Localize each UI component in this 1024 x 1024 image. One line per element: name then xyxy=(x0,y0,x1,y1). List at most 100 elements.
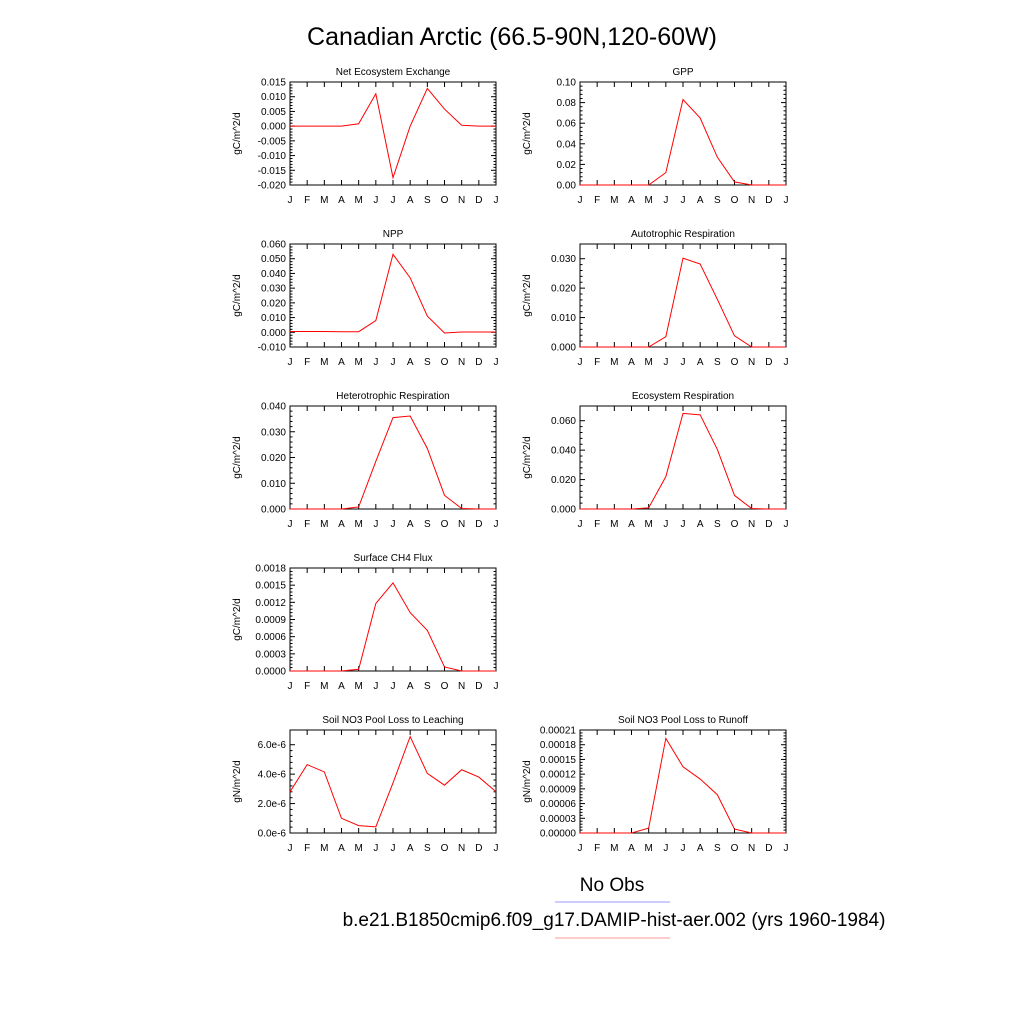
y-tick-label: 0.015 xyxy=(261,78,286,89)
data-point xyxy=(665,738,667,740)
panel-4: Autotrophic Respiration gC/m^2/d 0.000 0.01… xyxy=(522,229,789,368)
x-tick-label: D xyxy=(765,357,772,368)
x-tick-label: A xyxy=(338,195,345,206)
data-point xyxy=(768,184,770,186)
data-point xyxy=(392,582,394,584)
data-point xyxy=(751,184,753,186)
x-tick-label: F xyxy=(304,195,310,206)
x-tick-label: J xyxy=(578,843,583,854)
y-tick-label: 0.005 xyxy=(261,107,286,118)
x-tick-label: N xyxy=(458,357,465,368)
data-point xyxy=(734,181,736,183)
data-point xyxy=(461,331,463,333)
y-axis-label: gC/m^2/d xyxy=(522,112,533,155)
data-point xyxy=(614,346,616,348)
data-point xyxy=(478,331,480,333)
data-point xyxy=(375,603,377,605)
y-tick-label: 0.00 xyxy=(557,181,577,192)
x-tick-label: J xyxy=(578,519,583,530)
data-point xyxy=(768,508,770,510)
data-point xyxy=(614,184,616,186)
y-tick-label: 0.00012 xyxy=(540,770,577,781)
data-point xyxy=(495,125,497,127)
data-point xyxy=(751,832,753,834)
data-point xyxy=(341,817,343,819)
data-point xyxy=(306,508,308,510)
x-tick-label: D xyxy=(475,843,482,854)
x-tick-label: M xyxy=(320,843,328,854)
y-tick-label: 0.040 xyxy=(551,446,576,457)
y-tick-label: 0.04 xyxy=(557,139,577,150)
data-point xyxy=(375,93,377,95)
data-point xyxy=(682,99,684,101)
y-tick-label: 0.000 xyxy=(261,122,286,133)
data-point xyxy=(785,184,787,186)
x-tick-label: J xyxy=(373,195,378,206)
plot-frame xyxy=(579,405,787,510)
data-point xyxy=(392,417,394,419)
x-tick-label: M xyxy=(320,195,328,206)
x-tick-label: O xyxy=(441,195,449,206)
data-point xyxy=(596,346,598,348)
x-tick-label: J xyxy=(373,843,378,854)
y-axis-label: gC/m^2/d xyxy=(232,598,243,641)
data-point xyxy=(306,764,308,766)
y-tick-label: 0.00003 xyxy=(540,814,577,825)
data-point xyxy=(409,277,411,279)
y-tick-label: 0.010 xyxy=(551,313,576,324)
panel-title: Surface CH4 Flux xyxy=(354,553,433,564)
x-tick-label: A xyxy=(628,357,635,368)
panel-1: Net Ecosystem Exchange gC/m^2/d -0.020 -0.0… xyxy=(232,67,499,206)
x-tick-label: J xyxy=(784,519,789,530)
y-tick-label: 0.00021 xyxy=(540,726,577,737)
y-tick-label: 0.060 xyxy=(551,416,576,427)
y-axis-label: gC/m^2/d xyxy=(232,436,243,479)
data-point xyxy=(682,766,684,768)
data-point xyxy=(324,508,326,510)
data-point xyxy=(306,670,308,672)
data-point xyxy=(734,828,736,830)
x-tick-label: J xyxy=(494,843,499,854)
x-tick-label: D xyxy=(475,519,482,530)
y-tick-label: 0.050 xyxy=(261,254,286,265)
data-point xyxy=(324,125,326,127)
data-point xyxy=(495,508,497,510)
plot-frame xyxy=(579,81,787,186)
x-tick-label: J xyxy=(784,843,789,854)
data-point xyxy=(461,508,463,510)
y-axis-label: gC/m^2/d xyxy=(522,274,533,317)
x-tick-label: A xyxy=(338,843,345,854)
series-line xyxy=(580,412,786,510)
x-tick-label: F xyxy=(594,519,600,530)
x-tick-label: F xyxy=(304,843,310,854)
data-point xyxy=(579,184,581,186)
data-point xyxy=(289,125,291,127)
x-tick-label: A xyxy=(697,195,704,206)
data-point xyxy=(734,335,736,337)
data-point xyxy=(461,124,463,126)
y-tick-label: 0.010 xyxy=(261,92,286,103)
data-point xyxy=(665,336,667,338)
x-tick-label: M xyxy=(354,195,362,206)
data-point xyxy=(495,331,497,333)
x-tick-label: J xyxy=(288,681,293,692)
data-point xyxy=(461,769,463,771)
data-point xyxy=(358,825,360,827)
x-tick-label: D xyxy=(765,519,772,530)
data-point xyxy=(324,771,326,773)
series-line xyxy=(580,98,786,186)
data-point xyxy=(648,346,650,348)
data-point xyxy=(444,108,446,110)
panel-9: Soil NO3 Pool Loss to Runoff gN/m^2/d 0.00… xyxy=(522,715,789,854)
data-point xyxy=(717,156,719,158)
y-tick-label: 0.0000 xyxy=(255,667,286,678)
x-tick-label: J xyxy=(391,519,396,530)
data-point xyxy=(495,670,497,672)
data-point xyxy=(665,172,667,174)
x-tick-label: S xyxy=(424,519,431,530)
series-line xyxy=(580,736,786,834)
x-tick-label: N xyxy=(748,195,755,206)
x-tick-label: S xyxy=(714,357,721,368)
y-tick-label: 0.040 xyxy=(261,402,286,413)
x-tick-label: D xyxy=(765,843,772,854)
